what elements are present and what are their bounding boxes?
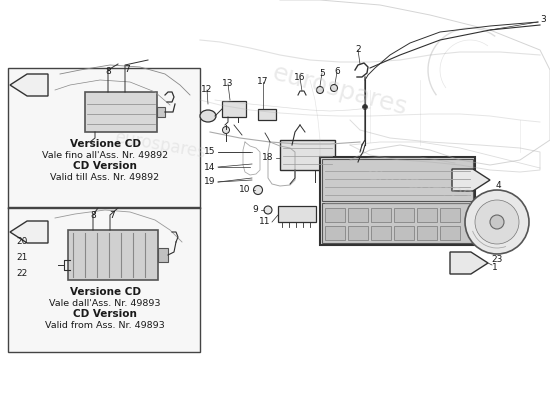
- Text: CD Version: CD Version: [73, 309, 137, 319]
- Text: CD Version: CD Version: [73, 161, 137, 171]
- FancyBboxPatch shape: [8, 207, 200, 352]
- Text: 1: 1: [492, 264, 498, 272]
- Bar: [348, 226, 368, 240]
- Text: Vale dall'Ass. Nr. 49893: Vale dall'Ass. Nr. 49893: [50, 298, 161, 308]
- Text: Versione CD: Versione CD: [69, 287, 140, 297]
- Text: 8: 8: [90, 210, 96, 220]
- Bar: [440, 226, 460, 240]
- Text: 14: 14: [204, 162, 216, 172]
- Text: Vale fino all'Ass. Nr. 49892: Vale fino all'Ass. Nr. 49892: [42, 150, 168, 160]
- Bar: [322, 203, 473, 243]
- Text: 9: 9: [252, 206, 258, 214]
- FancyBboxPatch shape: [8, 68, 200, 208]
- Bar: [440, 208, 460, 222]
- Circle shape: [254, 186, 262, 194]
- Text: 17: 17: [257, 78, 269, 86]
- Polygon shape: [10, 74, 48, 96]
- Text: 2: 2: [355, 46, 361, 54]
- Circle shape: [362, 104, 367, 110]
- Ellipse shape: [200, 110, 216, 122]
- Bar: [320, 157, 475, 245]
- Text: 10: 10: [239, 186, 251, 194]
- Text: 18: 18: [262, 154, 274, 162]
- Bar: [394, 226, 414, 240]
- Circle shape: [331, 84, 338, 92]
- Polygon shape: [452, 169, 490, 191]
- Bar: [222, 101, 246, 117]
- Text: 21: 21: [16, 252, 28, 262]
- Bar: [348, 208, 368, 222]
- Circle shape: [264, 206, 272, 214]
- Circle shape: [465, 190, 529, 254]
- Text: 8: 8: [105, 68, 111, 76]
- Text: 6: 6: [334, 68, 340, 76]
- Bar: [325, 226, 345, 240]
- Polygon shape: [450, 252, 488, 274]
- Text: 16: 16: [294, 74, 306, 82]
- Text: 23: 23: [491, 256, 503, 264]
- Text: 7: 7: [124, 66, 130, 74]
- Text: Valid from Ass. Nr. 49893: Valid from Ass. Nr. 49893: [45, 320, 165, 330]
- Bar: [280, 140, 335, 170]
- Bar: [258, 109, 276, 120]
- Bar: [68, 230, 158, 280]
- Text: 3: 3: [540, 16, 546, 24]
- Bar: [158, 248, 168, 262]
- Text: Valid till Ass. Nr. 49892: Valid till Ass. Nr. 49892: [51, 172, 160, 182]
- Circle shape: [475, 200, 519, 244]
- Circle shape: [490, 215, 504, 229]
- Text: 7: 7: [109, 210, 115, 220]
- Bar: [371, 208, 391, 222]
- Circle shape: [223, 126, 229, 134]
- Text: 13: 13: [222, 80, 234, 88]
- Text: 22: 22: [16, 270, 28, 278]
- Bar: [417, 226, 437, 240]
- Circle shape: [316, 86, 323, 94]
- Text: eurospares: eurospares: [113, 128, 207, 162]
- Text: Versione CD: Versione CD: [69, 139, 140, 149]
- Text: 4: 4: [495, 180, 501, 190]
- Text: 12: 12: [201, 86, 213, 94]
- Text: 19: 19: [204, 178, 216, 186]
- Bar: [394, 208, 414, 222]
- Polygon shape: [10, 221, 48, 243]
- Text: 11: 11: [259, 218, 271, 226]
- Text: 5: 5: [319, 68, 325, 78]
- Bar: [325, 208, 345, 222]
- Bar: [417, 208, 437, 222]
- Text: 15: 15: [204, 148, 216, 156]
- Text: eurospares: eurospares: [365, 164, 475, 206]
- Bar: [371, 226, 391, 240]
- Text: eurospares: eurospares: [270, 60, 410, 120]
- Bar: [85, 92, 157, 132]
- Text: 20: 20: [16, 238, 28, 246]
- Bar: [157, 107, 165, 117]
- Bar: [322, 159, 473, 201]
- Bar: [278, 206, 316, 222]
